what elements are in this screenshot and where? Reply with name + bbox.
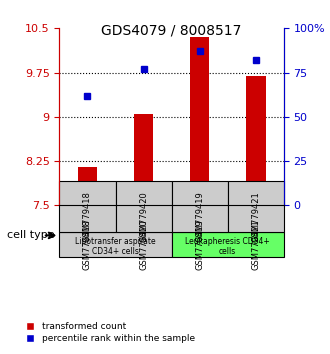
Bar (190, 37, 210, 205)
Bar (246, 75, 266, 205)
Text: GSM779418: GSM779418 (83, 191, 92, 242)
Text: GSM779418: GSM779418 (83, 219, 92, 270)
Text: cell type: cell type (7, 230, 54, 240)
FancyBboxPatch shape (59, 181, 116, 232)
Text: GSM779421: GSM779421 (251, 191, 260, 242)
Text: GSM779419: GSM779419 (195, 219, 204, 269)
Text: GDS4079 / 8008517: GDS4079 / 8008517 (101, 23, 242, 37)
FancyBboxPatch shape (115, 181, 172, 232)
Text: GSM779419: GSM779419 (195, 191, 204, 242)
Text: Lipotransfer aspirate
CD34+ cells: Lipotransfer aspirate CD34+ cells (75, 237, 156, 256)
FancyBboxPatch shape (172, 181, 228, 232)
Bar (78, 167, 97, 205)
Legend: transformed count, percentile rank within the sample: transformed count, percentile rank withi… (21, 322, 195, 343)
FancyBboxPatch shape (59, 232, 172, 257)
Text: GSM779421: GSM779421 (251, 219, 260, 269)
FancyBboxPatch shape (228, 181, 284, 232)
FancyBboxPatch shape (172, 232, 284, 257)
Text: GSM779420: GSM779420 (139, 219, 148, 269)
Text: GSM779420: GSM779420 (139, 191, 148, 242)
Text: Leukapheresis CD34+
cells: Leukapheresis CD34+ cells (185, 237, 270, 256)
Bar (134, 114, 153, 205)
